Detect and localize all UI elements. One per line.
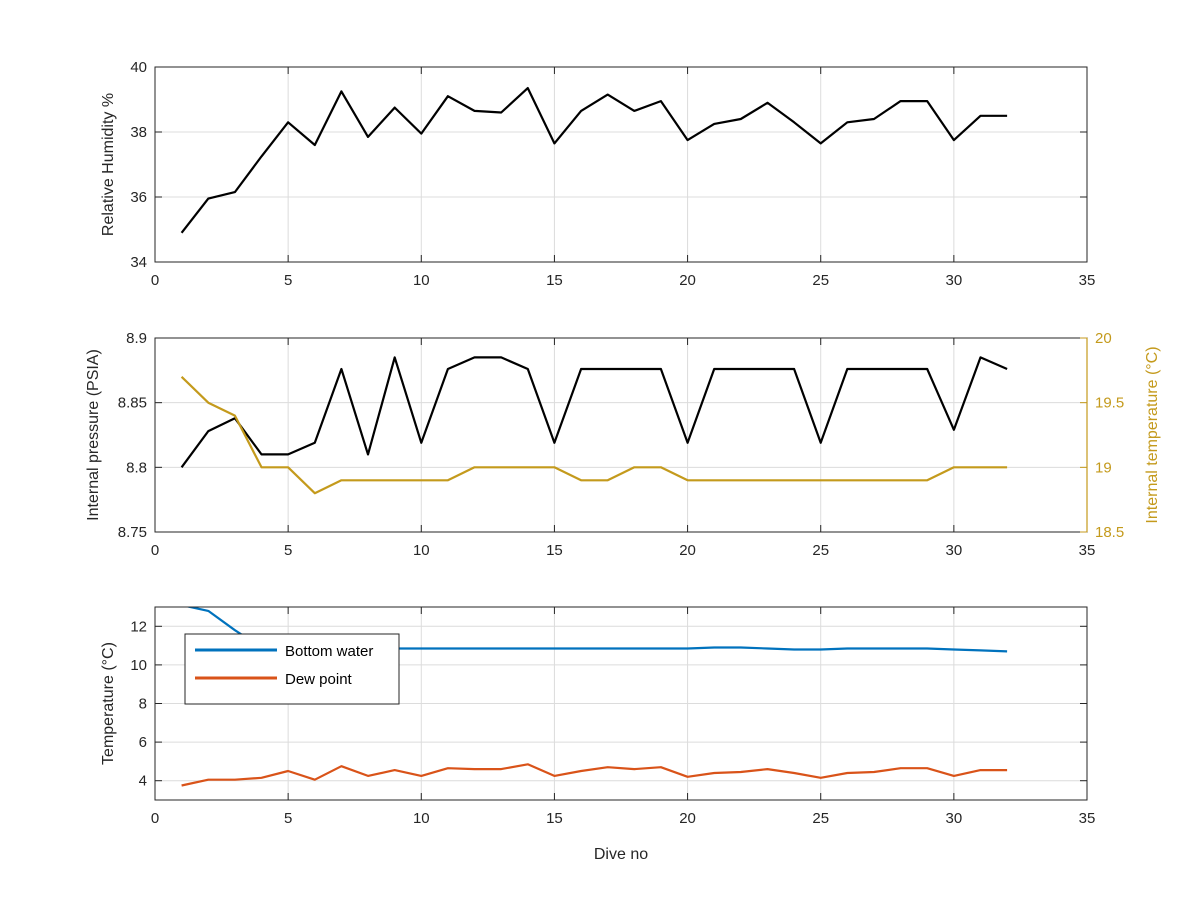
x-tick-label: 15 xyxy=(546,272,563,289)
x-tick-label: 30 xyxy=(946,810,963,827)
legend-label-bottom-water: Bottom water xyxy=(285,643,373,660)
x-tick-label: 0 xyxy=(151,272,159,289)
x-tick-label: 20 xyxy=(679,542,696,559)
y-axis-label: Temperature (°C) xyxy=(100,642,117,765)
y-tick-label: 40 xyxy=(130,59,147,76)
x-tick-label: 20 xyxy=(679,810,696,827)
y-tick-label: 8 xyxy=(139,696,147,713)
y-tick-label: 38 xyxy=(130,124,147,141)
y-tick-label: 12 xyxy=(130,618,147,635)
chart-panel-2: 0 5 10 15 20 25 30 35 8.75 8.8 8.85 8.9 18.5 19 19.5 20… xyxy=(85,330,1161,559)
axes-box xyxy=(154,66,1088,263)
chart-panel-1: 0 5 10 15 20 25 30 35 34 36 38 40 Relative Humidity … xyxy=(100,59,1095,289)
x-axis-label: Dive no xyxy=(594,846,648,863)
y-tick-label: 36 xyxy=(130,189,147,206)
x-tick-label: 10 xyxy=(413,810,430,827)
y-tick-label: 8.85 xyxy=(118,395,147,412)
y-tick-label: 8.75 xyxy=(118,524,147,541)
right-y-tick-label: 19.5 xyxy=(1095,395,1124,412)
series-2-line xyxy=(180,376,1008,495)
legend: Bottom water Dew point xyxy=(184,633,400,705)
legend-label-dew-point: Dew point xyxy=(285,671,353,688)
x-tick-label: 30 xyxy=(946,272,963,289)
x-tick-label: 25 xyxy=(812,272,829,289)
x-tick-label: 35 xyxy=(1079,810,1096,827)
y-tick-label: 10 xyxy=(130,657,147,674)
x-tick-label: 5 xyxy=(284,272,292,289)
x-tick-label: 15 xyxy=(546,542,563,559)
x-tick-label: 35 xyxy=(1079,272,1096,289)
x-tick-label: 35 xyxy=(1079,542,1096,559)
x-tick-label: 25 xyxy=(812,810,829,827)
y-axis-label: Internal pressure (PSIA) xyxy=(85,349,102,521)
x-tick-label: 30 xyxy=(946,542,963,559)
y-tick-label: 6 xyxy=(139,734,147,751)
legend-box xyxy=(184,633,400,705)
series-1-line xyxy=(180,356,1008,468)
y-tick-label: 4 xyxy=(139,773,147,790)
y-axis-label: Relative Humidity % xyxy=(100,93,117,236)
axes-box xyxy=(154,337,1088,533)
x-tick-label: 10 xyxy=(413,272,430,289)
x-tick-label: 20 xyxy=(679,272,696,289)
dew-point-line xyxy=(181,763,1008,787)
x-tick-label: 5 xyxy=(284,810,292,827)
x-tick-label: 0 xyxy=(151,810,159,827)
x-tick-label: 15 xyxy=(546,810,563,827)
right-y-tick-label: 19 xyxy=(1095,459,1112,476)
series-1-line xyxy=(180,87,1008,234)
x-tick-label: 0 xyxy=(151,542,159,559)
x-tick-label: 5 xyxy=(284,542,292,559)
right-y-tick-label: 18.5 xyxy=(1095,524,1124,541)
right-y-axis-label: Internal temperature (°C) xyxy=(1144,346,1161,523)
x-tick-label: 10 xyxy=(413,542,430,559)
chart-panel-3: 0 5 10 15 20 25 30 35 4 6 8 10 12 Temperature (°C) Div… xyxy=(100,606,1096,863)
y-tick-label: 8.9 xyxy=(126,330,147,347)
x-tick-label: 25 xyxy=(812,542,829,559)
right-y-tick-label: 20 xyxy=(1095,330,1112,347)
y-tick-label: 8.8 xyxy=(126,459,147,476)
y-tick-label: 34 xyxy=(130,254,147,271)
